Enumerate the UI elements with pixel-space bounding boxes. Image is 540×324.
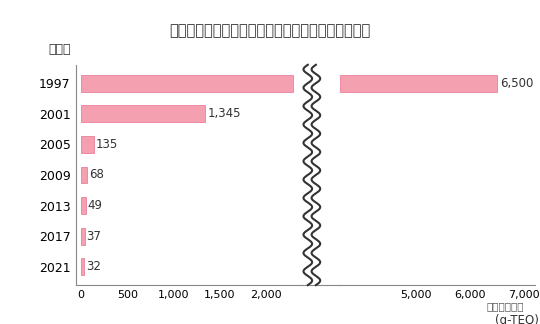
Bar <box>81 136 93 153</box>
Text: 37: 37 <box>86 230 102 243</box>
Bar <box>81 105 205 122</box>
Text: 49: 49 <box>87 199 103 212</box>
Text: 135: 135 <box>96 138 118 151</box>
Bar <box>81 228 85 245</box>
Text: 32: 32 <box>86 260 101 273</box>
Bar <box>81 197 86 214</box>
Text: （年）: （年） <box>49 43 71 56</box>
Bar <box>340 75 497 92</box>
Text: 出典：環境省: 出典：環境省 <box>487 301 524 311</box>
Text: (g-TEQ): (g-TEQ) <box>495 314 538 324</box>
Bar <box>81 258 84 275</box>
Text: 6,500: 6,500 <box>500 77 534 90</box>
Bar <box>81 167 87 183</box>
Bar <box>81 75 293 92</box>
Text: 廃棄物処理施設からのダイオキシン類排出量の推移: 廃棄物処理施設からのダイオキシン類排出量の推移 <box>170 23 370 38</box>
Text: 68: 68 <box>89 168 104 181</box>
Text: 1,345: 1,345 <box>208 107 241 120</box>
